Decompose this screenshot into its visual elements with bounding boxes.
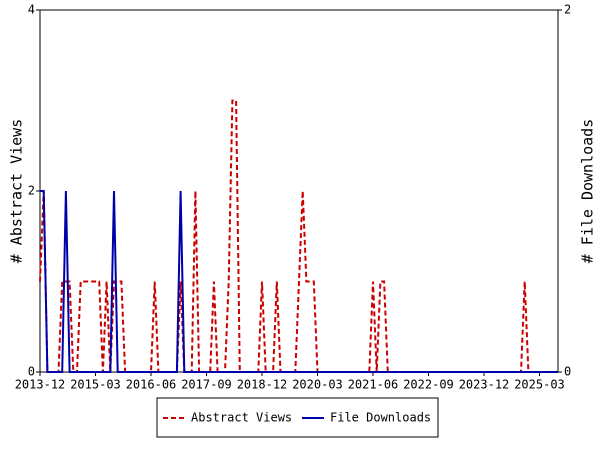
data-line <box>40 190 558 373</box>
legend-box <box>156 397 439 438</box>
x-tick-label: 2025-03 <box>514 378 565 392</box>
x-tick-label: 2015-03 <box>70 378 121 392</box>
x-tick-label: 2023-12 <box>459 378 510 392</box>
plot-frame <box>39 9 559 373</box>
x-tick-label: 2013-12 <box>15 378 66 392</box>
x-tick-label: 2020-03 <box>292 378 343 392</box>
x-tick-label: 2022-09 <box>403 378 454 392</box>
x-tick-label: 2021-06 <box>348 378 399 392</box>
y2-tick-label: 2 <box>564 3 571 17</box>
y2-tick-label: 0 <box>564 365 571 379</box>
y-tick-label: 2 <box>28 184 35 198</box>
y2-axis-label: # File Downloads <box>579 119 597 264</box>
x-tick-label: 2016-06 <box>126 378 177 392</box>
y-tick-label: 0 <box>28 365 35 379</box>
y-tick-label: 4 <box>28 3 35 17</box>
legend-label: Abstract Views <box>191 411 292 425</box>
x-tick-label: 2017-09 <box>181 378 232 392</box>
legend-label: File Downloads <box>330 411 431 425</box>
y-axis-label: # Abstract Views <box>8 119 26 264</box>
x-tick-label: 2018-12 <box>237 378 288 392</box>
